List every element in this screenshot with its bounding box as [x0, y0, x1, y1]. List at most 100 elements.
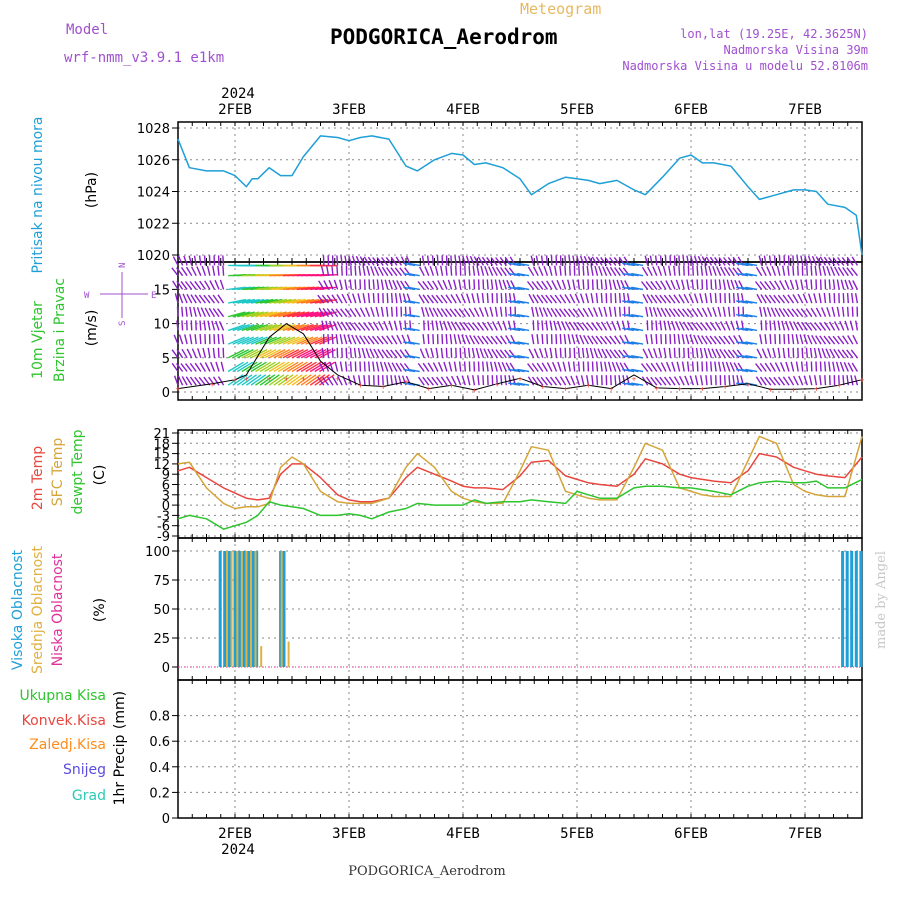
- wind-barb: [564, 255, 567, 266]
- wind-barb: [549, 320, 553, 331]
- wind-barb: [355, 255, 362, 266]
- wind-barb: [664, 307, 672, 318]
- wind-barb: [499, 306, 503, 317]
- wind-barb: [597, 348, 603, 359]
- wind-barb: [273, 323, 292, 332]
- wind-barb: [432, 362, 439, 372]
- wind-barb: [541, 320, 544, 331]
- wind-barb: [185, 376, 193, 386]
- wind-barb: [435, 320, 439, 331]
- wind-speed-marker: +: [495, 380, 500, 389]
- y-tick-label: 1022: [137, 217, 170, 232]
- top-day-label: 5FEB: [560, 102, 594, 118]
- wind-barb: [237, 336, 255, 345]
- wind-barb: [250, 374, 267, 386]
- wind-speed-marker: +: [449, 381, 454, 390]
- wind-barb: [458, 255, 462, 266]
- wind-barb: [598, 307, 603, 317]
- wind-barb: [322, 307, 330, 318]
- wind-barb: [814, 322, 822, 331]
- wind-barb: [193, 255, 197, 266]
- wind-barb: [684, 375, 690, 386]
- wind-panel: 0 5 10 15 + + + + + + + + + + + + + + + + + + + + + + + + + + + + + + + +: [153, 255, 865, 401]
- wind-barb: [246, 323, 264, 332]
- wind-barb: [227, 323, 246, 332]
- wind-barb: [199, 362, 206, 372]
- wind-barb: [811, 334, 818, 345]
- wind-barb: [773, 294, 781, 304]
- wind-barb: [540, 376, 548, 386]
- wind-barb: [194, 376, 202, 386]
- wind-barb: [278, 298, 297, 304]
- wind-barb: [477, 375, 480, 386]
- wind-barb: [372, 321, 380, 331]
- y-tick-label: 50: [153, 603, 170, 618]
- wind-barb: [212, 308, 220, 318]
- wind-barb: [237, 298, 256, 304]
- wind-barb: [705, 375, 708, 386]
- wind-barb: [710, 375, 713, 386]
- wind-barb: [237, 323, 255, 332]
- wind-barb: [631, 341, 644, 345]
- legend-hail: Grad: [72, 788, 106, 804]
- wind-barb: [644, 255, 649, 266]
- wind-barb: [782, 347, 786, 358]
- wind-barb: [467, 322, 475, 331]
- wind-barb: [357, 293, 362, 304]
- wind-barb: [795, 279, 799, 290]
- wind-barb: [855, 320, 859, 331]
- wind-barb: [603, 306, 608, 317]
- wind-barb: [351, 255, 357, 266]
- wind-barb: [471, 347, 476, 358]
- wind-barb: [740, 327, 753, 332]
- wind-barb: [184, 281, 193, 290]
- wind-barb: [745, 355, 758, 359]
- wind-barb: [785, 320, 790, 331]
- wind-barb: [722, 306, 726, 317]
- wind-barb: [536, 334, 539, 345]
- wind-barb: [709, 293, 713, 304]
- wind-barb: [296, 336, 314, 345]
- wind-barb: [199, 320, 202, 331]
- wind-barb: [736, 300, 749, 304]
- wind-barb: [631, 286, 644, 291]
- wind-barb: [282, 361, 299, 373]
- wind-barb: [815, 335, 822, 345]
- wind-barb: [440, 308, 448, 318]
- wind-barb: [278, 336, 296, 345]
- wind-barb: [353, 347, 357, 358]
- wind-barb: [600, 321, 608, 331]
- wind-barb: [200, 307, 207, 317]
- wind-barb: [688, 293, 694, 304]
- wind-barb: [478, 307, 485, 317]
- wind-barb: [705, 335, 713, 345]
- model-name: wrf-nmm_v3.9.1 e1km: [64, 50, 224, 66]
- wind-barb: [784, 279, 790, 290]
- wind-barb: [488, 266, 494, 276]
- wind-barb: [232, 311, 251, 318]
- wind-barb: [609, 257, 617, 266]
- wind-barb: [403, 368, 416, 373]
- wind-barb: [792, 375, 799, 386]
- credit-text: made by Angel: [874, 551, 889, 649]
- wind-barb: [701, 307, 708, 318]
- cloud_high-bar: [242, 551, 246, 667]
- wind-barb: [463, 308, 471, 318]
- wind-barb: [587, 335, 594, 345]
- wind-barb: [650, 376, 658, 386]
- wind-barb: [719, 348, 726, 359]
- wind-barb: [714, 293, 717, 304]
- wind-barb: [712, 307, 717, 317]
- wind-barb: [568, 308, 576, 318]
- wind-barb: [545, 294, 553, 304]
- wind-barb: [559, 265, 562, 276]
- wind-barb: [181, 348, 188, 359]
- wind-barb: [696, 307, 703, 318]
- wind-barb: [779, 280, 786, 290]
- wind-barb: [579, 334, 585, 345]
- temp2m-title: 2m Temp: [30, 446, 46, 510]
- wind-barb: [300, 361, 317, 373]
- wind-barb: [376, 279, 380, 290]
- wind-barb: [204, 280, 211, 290]
- wind-barb: [454, 255, 457, 266]
